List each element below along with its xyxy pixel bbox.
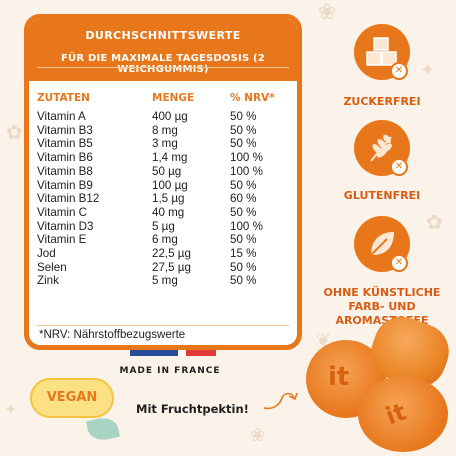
ingredient-cell: Zink: [37, 274, 152, 288]
fruit-pectin-text: Mit Fruchtpektin!: [136, 402, 249, 416]
table-row: Vitamin B9 100 µg 50 %: [37, 179, 290, 193]
gluten-free-badge: ✕: [354, 120, 410, 176]
no-artificial-label: OHNE KÜNSTLICHE FARB- UND AROMASTOFFE: [307, 286, 456, 328]
nrv-cell: 15 %: [230, 247, 290, 261]
ingredient-cell: Vitamin D3: [37, 220, 152, 234]
sugar-free-label: ZUCKERFREI: [307, 95, 456, 109]
nrv-cell: 50 %: [230, 137, 290, 151]
ingredient-cell: Vitamin B5: [37, 137, 152, 151]
nrv-cell: 50 %: [230, 124, 290, 138]
not-included-icon: ✕: [390, 62, 408, 80]
amount-cell: 27,5 µg: [152, 261, 230, 275]
flag-red-stripe: [186, 350, 216, 356]
table-row: Zink 5 mg 50 %: [37, 274, 290, 288]
ingredient-cell: Vitamin C: [37, 206, 152, 220]
gummy-logo: it: [382, 397, 410, 430]
table-row: Vitamin B6 1,4 mg 100 %: [37, 151, 290, 165]
amount-cell: 400 µg: [152, 110, 230, 124]
footnote: *NRV: Nährstoffbezugswerte: [39, 329, 185, 341]
ingredient-cell: Selen: [37, 261, 152, 275]
amount-cell: 40 mg: [152, 206, 230, 220]
table-header-row: ZUTATEN MENGE % NRV*: [37, 92, 290, 110]
amount-cell: 5 mg: [152, 274, 230, 288]
flag-blue-stripe: [130, 350, 178, 356]
background-doodle-icon: ✿: [6, 120, 23, 144]
flag-white-stripe: [178, 350, 186, 356]
panel-title: DURCHSCHNITTSWERTE: [29, 29, 297, 42]
nrv-cell: 50 %: [230, 233, 290, 247]
nrv-cell: 100 %: [230, 165, 290, 179]
table-row: Jod 22,5 µg 15 %: [37, 247, 290, 261]
ingredient-cell: Jod: [37, 247, 152, 261]
ingredient-cell: Vitamin E: [37, 233, 152, 247]
nrv-cell: 50 %: [230, 274, 290, 288]
ingredient-cell: Vitamin B3: [37, 124, 152, 138]
column-header-amount: MENGE: [152, 92, 230, 110]
amount-cell: 8 mg: [152, 124, 230, 138]
amount-cell: 3 mg: [152, 137, 230, 151]
table-row: Vitamin B8 50 µg 100 %: [37, 165, 290, 179]
column-header-ingredients: ZUTATEN: [37, 92, 152, 110]
table-row: Vitamin B5 3 mg 50 %: [37, 137, 290, 151]
nrv-cell: 50 %: [230, 261, 290, 275]
ingredient-cell: Vitamin B12: [37, 192, 152, 206]
gluten-free-label: GLUTENFREI: [307, 189, 456, 203]
amount-cell: 6 mg: [152, 233, 230, 247]
table-row: Vitamin B12 1,5 µg 60 %: [37, 192, 290, 206]
nrv-cell: 50 %: [230, 110, 290, 124]
nrv-cell: 100 %: [230, 151, 290, 165]
table-row: Selen 27,5 µg 50 %: [37, 261, 290, 275]
sugar-free-badge: ✕: [354, 24, 410, 80]
leaf-icon: [86, 415, 120, 443]
table-row: Vitamin B3 8 mg 50 %: [37, 124, 290, 138]
gummy-logo: it: [328, 362, 349, 392]
made-in-label: MADE IN FRANCE: [80, 366, 260, 376]
not-included-icon: ✕: [390, 254, 408, 272]
amount-cell: 50 µg: [152, 165, 230, 179]
amount-cell: 100 µg: [152, 179, 230, 193]
background-doodle-icon: ✦: [420, 60, 435, 81]
ingredient-cell: Vitamin B8: [37, 165, 152, 179]
nrv-cell: 60 %: [230, 192, 290, 206]
arrow-icon: [262, 388, 302, 414]
vegan-badge: VEGAN: [30, 378, 114, 418]
amount-cell: 1,5 µg: [152, 192, 230, 206]
table-row: Vitamin A 400 µg 50 %: [37, 110, 290, 124]
background-doodle-icon: ✦: [4, 400, 17, 419]
nutrition-panel: DURCHSCHNITTSWERTE FÜR DIE MAXIMALE TAGE…: [24, 14, 302, 350]
panel-subtitle: FÜR DIE MAXIMALE TAGESDOSIS (2 WEICHGUMM…: [29, 53, 297, 75]
table-row: Vitamin D3 5 µg 100 %: [37, 220, 290, 234]
column-header-nrv: % NRV*: [230, 92, 290, 110]
not-included-icon: ✕: [390, 158, 408, 176]
background-doodle-icon: ❀: [318, 0, 336, 25]
nutrition-table: ZUTATEN MENGE % NRV* Vitamin A 400 µg 50 %…: [37, 92, 290, 288]
background-doodle-icon: ❀: [250, 425, 265, 446]
divider: [37, 325, 289, 326]
nrv-cell: 50 %: [230, 179, 290, 193]
amount-cell: 22,5 µg: [152, 247, 230, 261]
ingredient-cell: Vitamin B9: [37, 179, 152, 193]
background-doodle-icon: ✿: [426, 210, 443, 234]
ingredient-cell: Vitamin B6: [37, 151, 152, 165]
nrv-cell: 50 %: [230, 206, 290, 220]
no-artificial-badge: ✕: [354, 216, 410, 272]
table-row: Vitamin C 40 mg 50 %: [37, 206, 290, 220]
nutrition-panel-header: DURCHSCHNITTSWERTE FÜR DIE MAXIMALE TAGE…: [29, 19, 297, 81]
nrv-cell: 100 %: [230, 220, 290, 234]
amount-cell: 5 µg: [152, 220, 230, 234]
ingredient-cell: Vitamin A: [37, 110, 152, 124]
amount-cell: 1,4 mg: [152, 151, 230, 165]
divider: [37, 67, 289, 68]
gummy-image: it: [358, 376, 448, 452]
